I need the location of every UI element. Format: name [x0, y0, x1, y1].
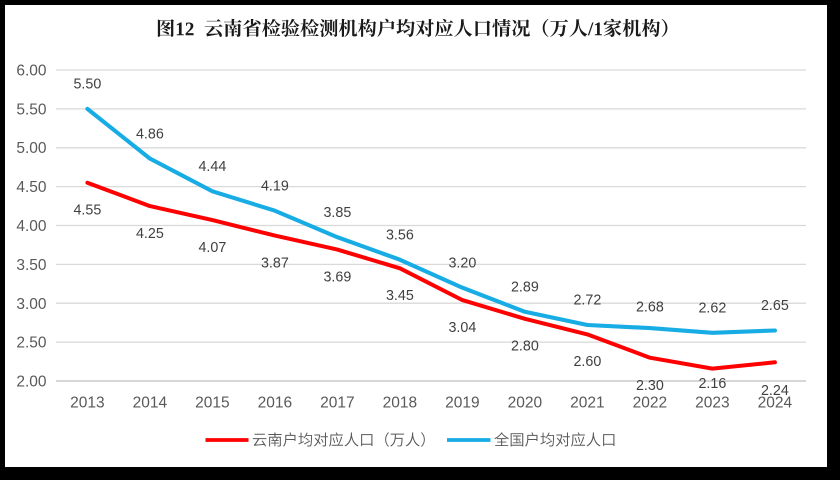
svg-text:4.25: 4.25	[136, 226, 164, 242]
svg-text:2014: 2014	[133, 395, 168, 412]
svg-text:3.04: 3.04	[448, 320, 476, 336]
svg-text:2015: 2015	[195, 395, 229, 412]
svg-text:2021: 2021	[570, 395, 604, 412]
svg-text:3.69: 3.69	[323, 269, 351, 285]
svg-text:2018: 2018	[383, 395, 417, 412]
svg-text:2023: 2023	[695, 395, 729, 412]
svg-text:2.24: 2.24	[761, 383, 789, 399]
svg-text:2013: 2013	[70, 395, 104, 412]
svg-text:3.45: 3.45	[386, 288, 414, 304]
svg-text:2.62: 2.62	[698, 301, 726, 317]
svg-text:3.20: 3.20	[448, 255, 476, 271]
svg-text:2019: 2019	[445, 395, 479, 412]
svg-text:6.00: 6.00	[16, 63, 47, 80]
svg-text:2.30: 2.30	[636, 378, 664, 394]
svg-text:3.87: 3.87	[261, 255, 289, 271]
svg-text:2.80: 2.80	[511, 339, 539, 355]
svg-text:5.50: 5.50	[73, 77, 101, 93]
svg-text:2.50: 2.50	[16, 335, 47, 352]
svg-text:4.44: 4.44	[198, 159, 226, 175]
svg-text:2.89: 2.89	[511, 280, 539, 296]
svg-text:3.50: 3.50	[16, 257, 47, 274]
svg-text:5.00: 5.00	[16, 140, 47, 157]
svg-text:4.19: 4.19	[261, 178, 289, 194]
svg-text:2022: 2022	[633, 395, 667, 412]
svg-text:2020: 2020	[508, 395, 543, 412]
svg-text:2016: 2016	[258, 395, 292, 412]
svg-text:3.85: 3.85	[323, 205, 351, 221]
svg-text:2.68: 2.68	[636, 299, 664, 315]
svg-text:2017: 2017	[320, 395, 354, 412]
svg-text:4.00: 4.00	[16, 218, 47, 235]
svg-text:2.00: 2.00	[16, 374, 47, 391]
svg-text:5.50: 5.50	[16, 101, 47, 118]
svg-text:2024: 2024	[758, 395, 793, 412]
svg-text:4.55: 4.55	[73, 202, 101, 218]
svg-text:4.07: 4.07	[198, 240, 226, 256]
svg-text:2.16: 2.16	[698, 376, 726, 392]
svg-text:3.00: 3.00	[16, 296, 47, 313]
svg-text:2.60: 2.60	[573, 354, 601, 370]
svg-text:2.72: 2.72	[573, 293, 601, 309]
svg-text:4.50: 4.50	[16, 179, 47, 196]
svg-text:3.56: 3.56	[386, 227, 414, 243]
svg-text:4.86: 4.86	[136, 126, 164, 142]
svg-text:2.65: 2.65	[761, 298, 789, 314]
